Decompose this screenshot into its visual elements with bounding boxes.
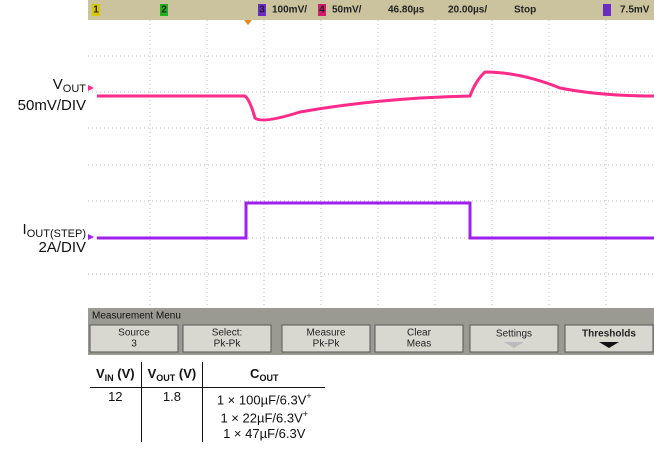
ch3: 3 [259, 5, 265, 16]
ch2: 2 [161, 5, 167, 16]
trig-box [603, 4, 611, 16]
spec-table: VIN (V) VOUT (V) COUT 12 1.8 1 × 100µF/6… [90, 362, 325, 442]
ch1: 1 [93, 5, 99, 16]
ch4: 4 [319, 5, 325, 16]
status-bar [88, 0, 654, 20]
button-label: Pk-Pk [313, 339, 341, 350]
menu-title: Measurement Menu [92, 311, 181, 322]
vout-scale: 50mV/DIV [18, 97, 86, 114]
button-label: Clear [407, 328, 432, 339]
grid [88, 20, 654, 308]
button-label: Pk-Pk [214, 339, 242, 350]
button-label: Meas [407, 339, 431, 350]
iout-label: IOUT(STEP) [23, 221, 86, 240]
cout: 1 × 100µF/6.3V+ 1 × 22µF/6.3V+ 1 × 47µF/… [203, 388, 326, 442]
ch3-marker [88, 85, 94, 91]
vout-label: VOUT [53, 76, 87, 95]
ch4-scale: 50mV/ [332, 5, 362, 16]
trigger-marker [244, 20, 252, 25]
button-label: 3 [131, 339, 137, 350]
ch4-marker [88, 234, 94, 240]
iout-scale: 2A/DIV [38, 239, 86, 256]
col-vout: VOUT (V) [141, 362, 203, 388]
run-state: Stop [514, 5, 536, 16]
button-label: Settings [496, 329, 532, 340]
page: 1 2 3 100mV/ 4 50mV/ 46.80µs 20.00µs/ St… [0, 0, 654, 467]
vout: 1.8 [141, 388, 203, 442]
button-label: Thresholds [582, 329, 636, 340]
button-label: Select: [212, 328, 243, 339]
button-label: Source [118, 328, 150, 339]
ch3-scale: 100mV/ [272, 5, 307, 16]
vin: 12 [90, 388, 141, 442]
delay: 46.80µs [388, 5, 425, 16]
button-label: Measure [307, 328, 346, 339]
trigger-level: 7.5mV [620, 5, 650, 16]
col-cout: COUT [203, 362, 326, 388]
vout-trace [97, 72, 654, 120]
iout-trace [97, 203, 654, 238]
col-vin: VIN (V) [90, 362, 141, 388]
timebase: 20.00µs/ [448, 5, 487, 16]
